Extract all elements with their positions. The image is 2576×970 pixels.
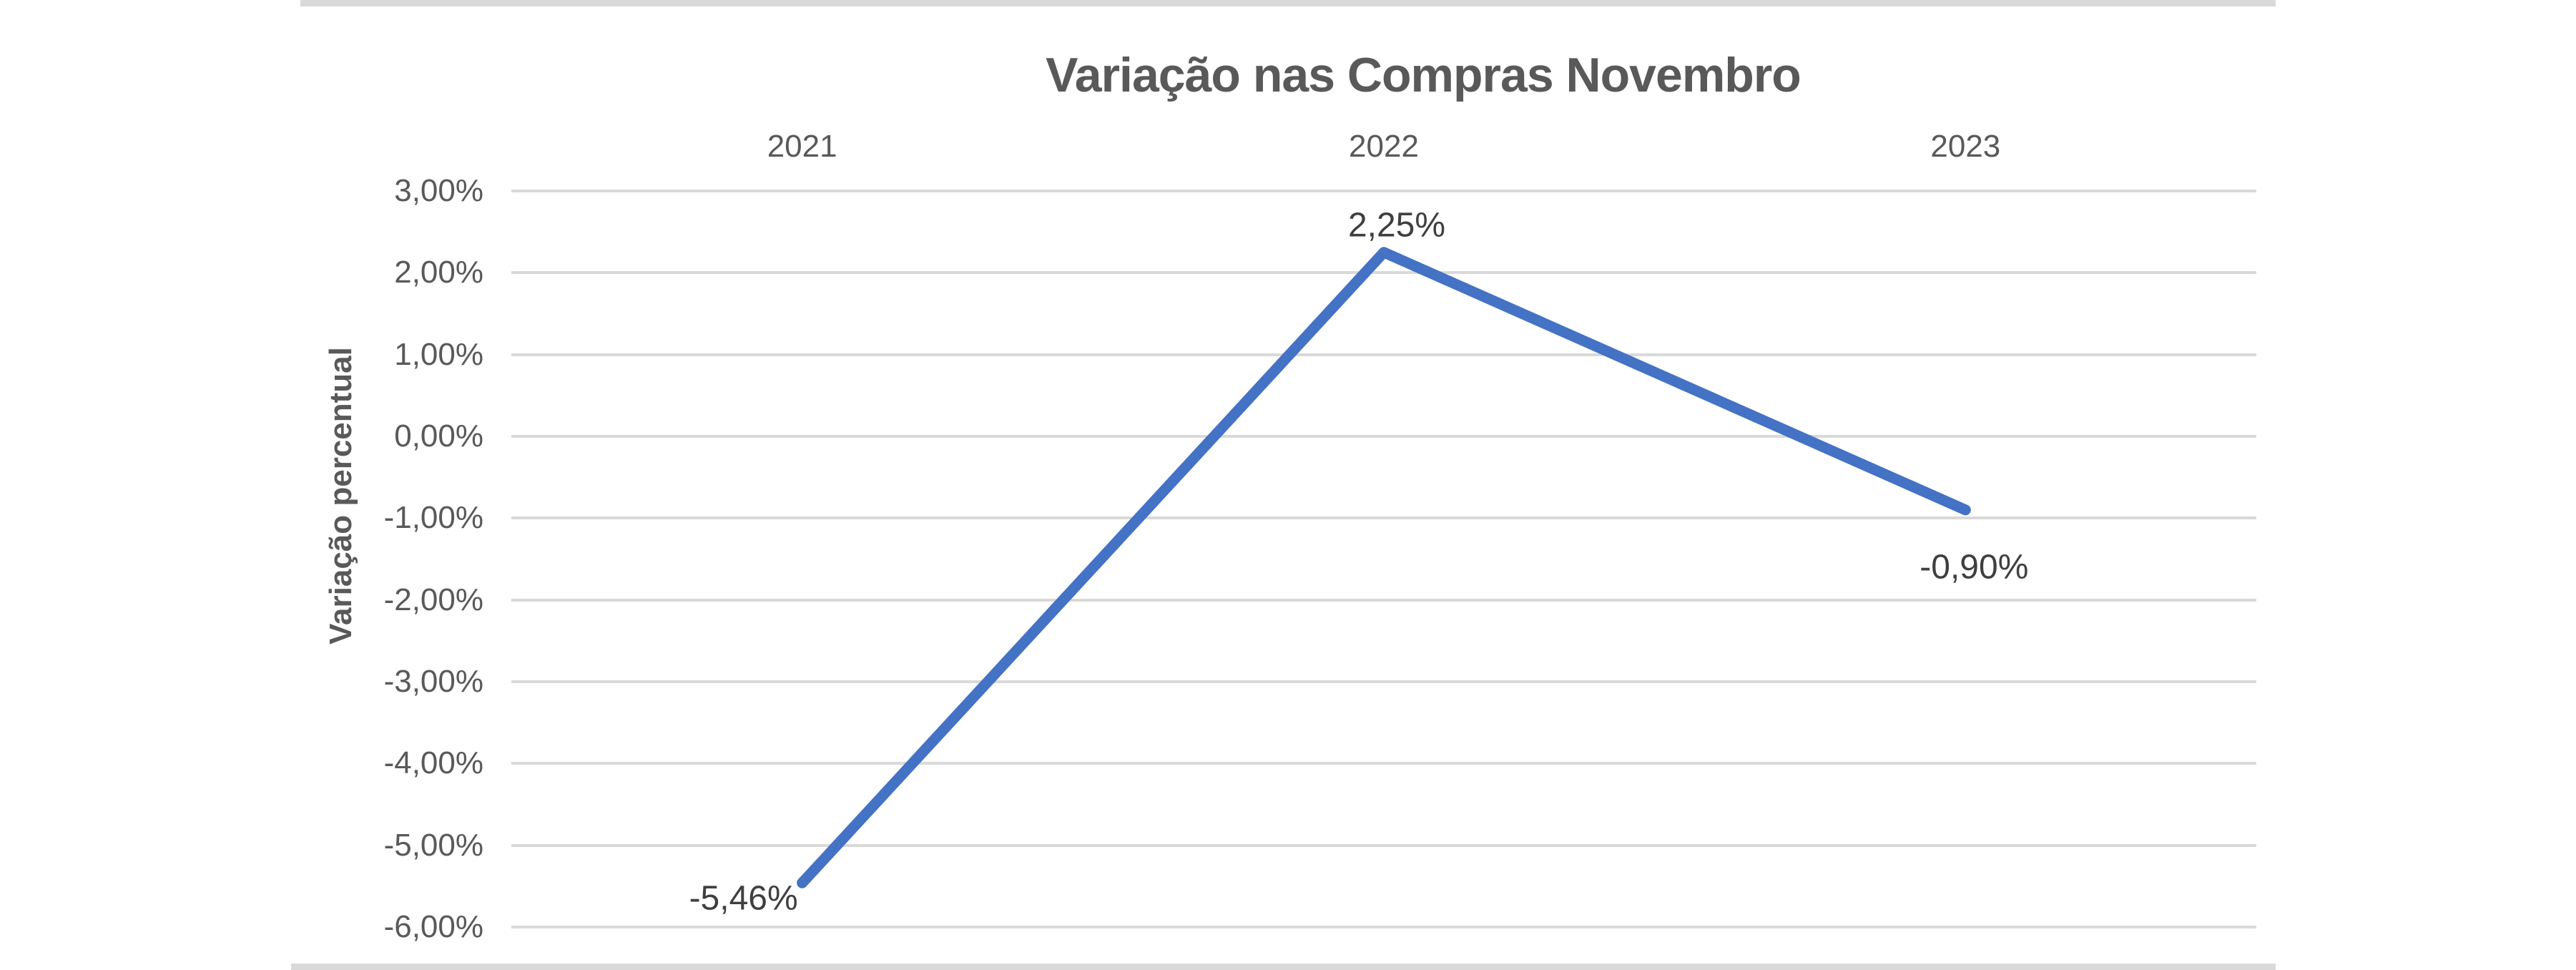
sheet-edge-bottom-divider xyxy=(291,964,2276,970)
series-line xyxy=(797,247,1971,888)
y-axis-tick-label: -4,00% xyxy=(383,745,483,781)
y-axis-tick-label: 0,00% xyxy=(394,418,483,454)
gridline xyxy=(511,598,2256,602)
gridline xyxy=(511,762,2256,765)
y-axis-tick-label: 2,00% xyxy=(394,255,483,290)
gridline xyxy=(511,271,2256,275)
y-axis-tick-label: -2,00% xyxy=(383,582,483,617)
y-axis-tick-label: -1,00% xyxy=(383,500,483,536)
gridline xyxy=(511,843,2256,847)
gridline xyxy=(511,190,2256,192)
data-label: 2,25% xyxy=(1347,206,1446,245)
sheet-edge-top-divider xyxy=(300,0,2276,6)
y-axis-tick-label: -3,00% xyxy=(383,663,483,699)
y-axis-tick-label: -6,00% xyxy=(383,908,483,944)
x-axis-category-label: 2022 xyxy=(1349,129,1419,164)
y-axis-tick-label: 3,00% xyxy=(394,173,483,208)
x-axis-category-label: 2023 xyxy=(1930,129,2001,164)
gridline xyxy=(511,353,2256,356)
gridline xyxy=(511,680,2256,683)
chart-title: Variação nas Compras Novembro xyxy=(1046,48,1801,102)
data-label: -0,90% xyxy=(1919,548,2029,587)
data-label: -5,46% xyxy=(689,879,798,918)
gridline xyxy=(511,516,2256,520)
gridline xyxy=(511,434,2256,438)
y-axis-tick-label: -5,00% xyxy=(383,827,483,863)
y-axis-tick-label: 1,00% xyxy=(394,336,483,372)
x-axis-category-label: 2021 xyxy=(767,129,837,164)
gridline xyxy=(511,925,2256,929)
